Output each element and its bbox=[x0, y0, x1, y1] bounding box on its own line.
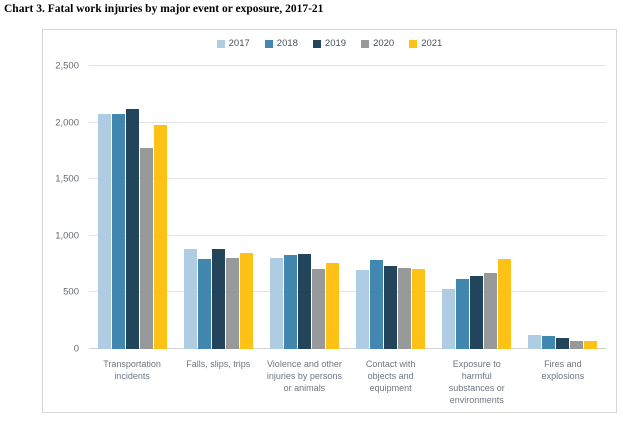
bar-2021-category-4 bbox=[498, 258, 512, 349]
gridline bbox=[89, 65, 606, 66]
y-axis-tick-label: 0 bbox=[73, 343, 79, 355]
bar-2017-category-0 bbox=[97, 113, 111, 349]
bar-2020-category-2 bbox=[311, 269, 325, 349]
bar-group-3 bbox=[348, 66, 434, 349]
bar-2018-category-0 bbox=[111, 113, 125, 349]
x-axis-labels: Transportation incidents Falls, slips, tr… bbox=[89, 358, 606, 407]
x-axis-category-label: Falls, slips, trips bbox=[186, 359, 251, 369]
bar-2019-category-4 bbox=[470, 276, 484, 349]
legend-swatch-2019 bbox=[312, 39, 321, 48]
bar-2017-category-4 bbox=[442, 288, 456, 349]
legend-item-2017: 2017 bbox=[216, 38, 250, 49]
bar-2018-category-1 bbox=[197, 259, 211, 349]
legend-item-2020: 2020 bbox=[361, 38, 394, 49]
bar-group-1 bbox=[175, 66, 261, 349]
bar-2020-category-4 bbox=[484, 272, 498, 349]
bar-2020-category-1 bbox=[225, 257, 239, 349]
chart-container: 2017 2018 2019 2020 2021 0 500 1,000 1,500 2,000… bbox=[42, 29, 617, 413]
legend-swatch-2021 bbox=[409, 39, 418, 48]
legend-label: 2017 bbox=[228, 38, 250, 49]
bar-2020-category-3 bbox=[398, 267, 412, 349]
bar-group-5 bbox=[520, 66, 606, 349]
legend: 2017 2018 2019 2020 2021 bbox=[43, 38, 616, 49]
x-axis-category-label: Exposure to harmful substances or enviro… bbox=[448, 359, 505, 406]
gridline bbox=[89, 291, 606, 293]
y-axis-tick-label: 500 bbox=[63, 286, 79, 298]
x-axis-category-label: Contact with objects and equipment bbox=[365, 359, 416, 394]
bar-2019-category-3 bbox=[384, 266, 398, 349]
gridline bbox=[89, 234, 606, 236]
plot-area: 0 500 1,000 1,500 2,000 2,500 bbox=[55, 61, 606, 355]
bar-2018-category-5 bbox=[542, 335, 556, 349]
x-axis-line bbox=[89, 348, 606, 349]
y-axis-tick-label: 1,000 bbox=[55, 230, 79, 242]
bar-2017-category-5 bbox=[528, 335, 542, 349]
bar-2019-category-5 bbox=[556, 337, 570, 349]
bar-2021-category-1 bbox=[239, 252, 253, 349]
gridline bbox=[89, 121, 606, 123]
bar-group-4 bbox=[434, 66, 520, 349]
bar-2021-category-3 bbox=[412, 269, 426, 349]
bar-groups bbox=[89, 66, 606, 349]
legend-item-2018: 2018 bbox=[264, 38, 298, 49]
legend-label: 2021 bbox=[421, 38, 443, 49]
legend-label: 2019 bbox=[324, 38, 347, 49]
x-axis-category-label: Violence and other injuries by persons o… bbox=[266, 359, 342, 394]
legend-label: 2018 bbox=[276, 38, 298, 49]
legend-swatch-2018 bbox=[264, 39, 273, 48]
bar-2020-category-5 bbox=[570, 340, 584, 349]
bar-2021-category-5 bbox=[584, 340, 598, 349]
legend-swatch-2017 bbox=[216, 39, 225, 48]
legend-item-2019: 2019 bbox=[312, 38, 347, 49]
bar-2018-category-4 bbox=[456, 278, 470, 349]
bar-2017-category-1 bbox=[183, 248, 197, 349]
bar-2021-category-0 bbox=[153, 124, 167, 349]
bar-2021-category-2 bbox=[325, 262, 339, 349]
bar-2020-category-0 bbox=[139, 147, 153, 349]
bar-2019-category-0 bbox=[125, 108, 139, 349]
bar-2017-category-3 bbox=[356, 270, 370, 349]
x-axis-category-label: Transportation incidents bbox=[103, 359, 161, 382]
bar-group-0 bbox=[89, 66, 175, 349]
y-axis-tick-label: 2,000 bbox=[55, 117, 79, 129]
bar-2018-category-3 bbox=[370, 260, 384, 349]
page-title: Chart 3. Fatal work injuries by major ev… bbox=[4, 3, 324, 15]
bar-2018-category-2 bbox=[283, 255, 297, 349]
bar-2019-category-1 bbox=[211, 249, 225, 349]
y-axis-tick-label: 2,500 bbox=[55, 60, 79, 72]
legend-swatch-2020 bbox=[361, 39, 370, 48]
y-axis-tick-label: 1,500 bbox=[55, 173, 79, 185]
bar-2017-category-2 bbox=[269, 257, 283, 349]
bar-group-2 bbox=[261, 66, 347, 349]
x-axis-category-label: Fires and explosions bbox=[541, 359, 585, 382]
legend-label: 2020 bbox=[373, 38, 395, 49]
bar-2019-category-2 bbox=[297, 253, 311, 349]
legend-item-2021: 2021 bbox=[409, 38, 442, 49]
gridline bbox=[89, 178, 606, 180]
